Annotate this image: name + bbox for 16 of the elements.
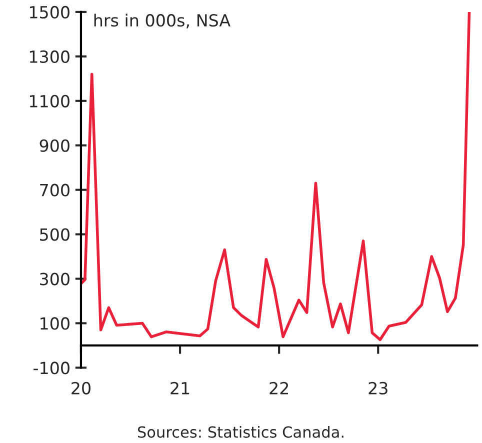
y-tick-label: 100 <box>40 317 70 330</box>
x-tick-label: 22 <box>270 382 288 394</box>
line-series <box>80 12 471 342</box>
y-tick-label: 1100 <box>30 94 70 108</box>
y-tick-label: 1300 <box>30 50 70 63</box>
x-tick-label: 20 <box>72 382 90 394</box>
y-tick-label: 700 <box>40 184 70 196</box>
source-note: Sources: Statistics Canada. <box>138 426 344 438</box>
x-tick-label: 23 <box>368 382 388 394</box>
chart-subtitle: hrs in 000s, NSA <box>94 14 230 28</box>
y-tick-label: 1500 <box>30 6 70 19</box>
y-tick-label: -100 <box>34 362 70 374</box>
y-tick-label: 500 <box>40 228 70 241</box>
y-tick-label: 300 <box>40 272 70 286</box>
x-tick-label: 21 <box>170 382 190 394</box>
y-tick-label: 900 <box>40 139 70 152</box>
